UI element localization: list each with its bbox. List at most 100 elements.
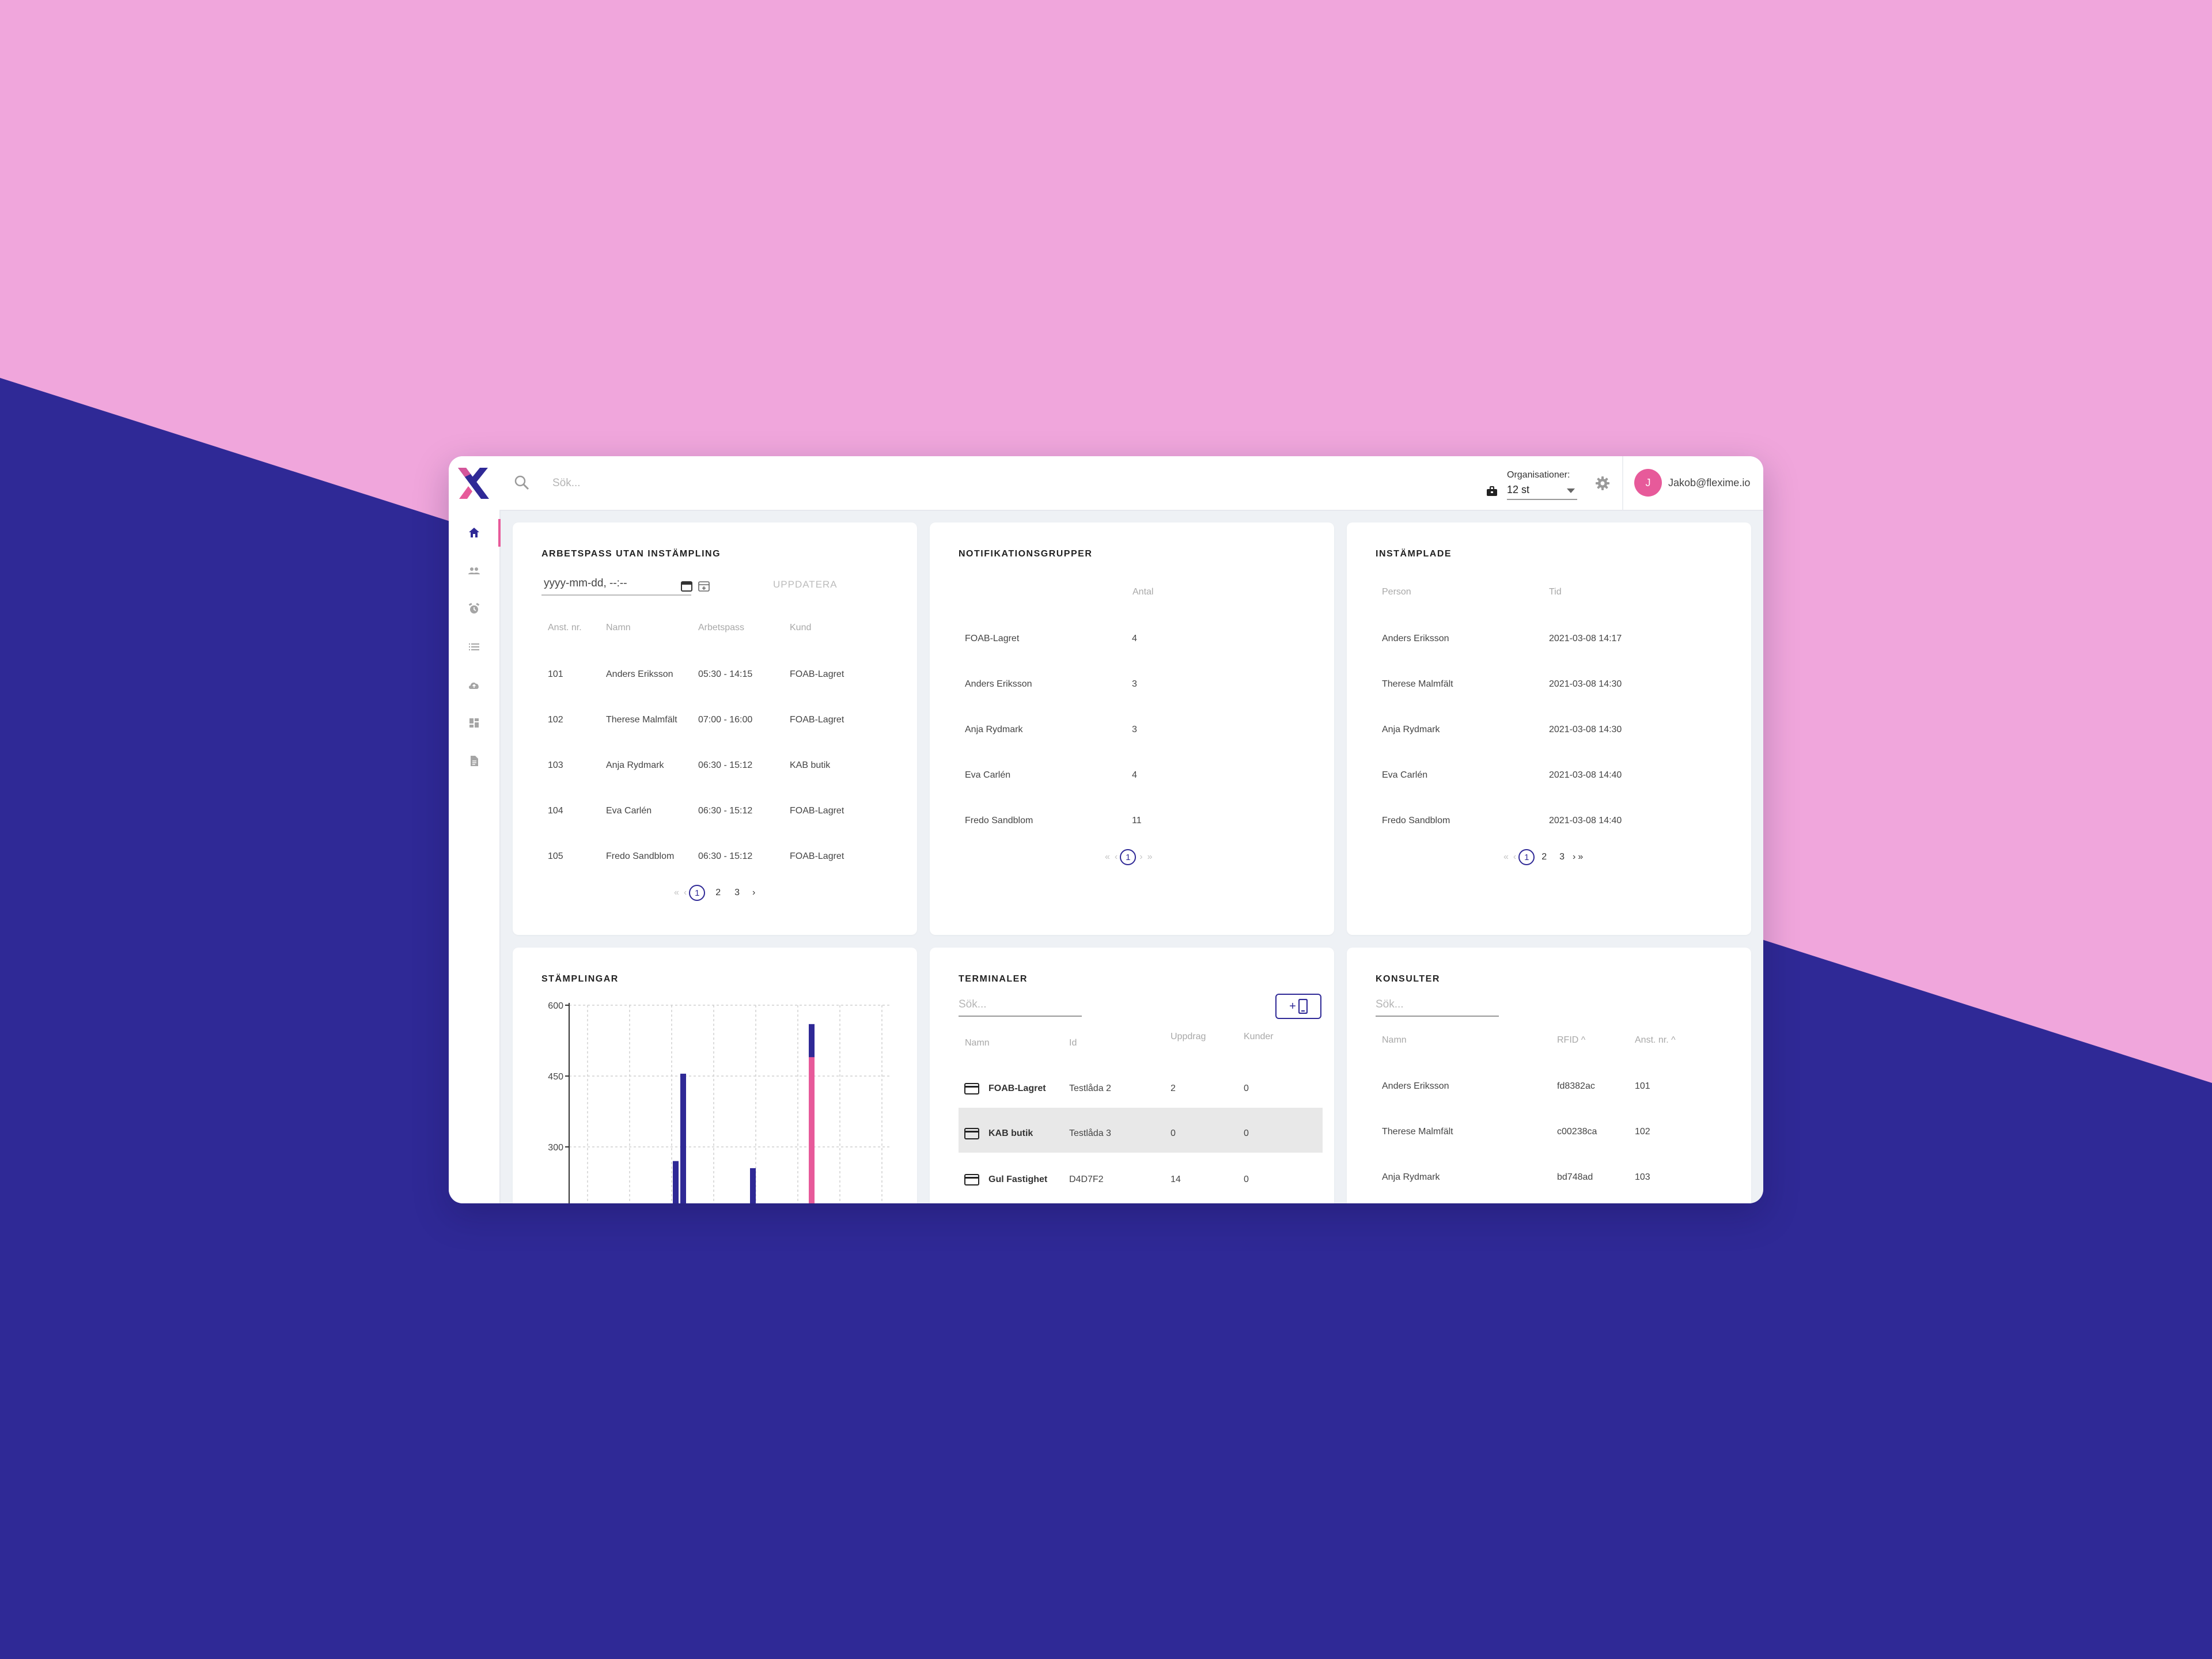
page-button[interactable]: 3 — [734, 888, 740, 897]
chart-ticks: 600 450 300 — [548, 1001, 569, 1153]
cell: D4D7F2 — [1069, 1175, 1104, 1184]
sidebar-item-list[interactable] — [449, 631, 499, 663]
organisation-label: Organisationer: — [1507, 470, 1570, 480]
column-header-sortable[interactable]: RFID ^ — [1557, 1035, 1586, 1045]
terminals-search-placeholder: Sök... — [959, 998, 987, 1010]
cell: 3 — [1132, 725, 1137, 734]
consultants-search-input[interactable]: Sök... — [1376, 997, 1499, 1017]
organisation-select[interactable]: 12 st — [1507, 483, 1577, 500]
current-page[interactable]: 1 — [1518, 849, 1535, 865]
prev-page-button[interactable]: ‹ — [1513, 852, 1517, 862]
cell: 06:30 - 15:12 — [698, 760, 753, 770]
calendar-add-icon[interactable] — [698, 579, 710, 592]
cell: 2021-03-08 14:40 — [1549, 816, 1622, 825]
date-input[interactable]: yyyy-mm-dd, --:-- — [541, 575, 691, 596]
page-button[interactable]: 2 — [715, 888, 721, 897]
checked-in-card: INSTÄMPLADE Person Tid Anders Eriksson 2… — [1347, 522, 1751, 935]
last-page-button[interactable]: » — [1578, 852, 1584, 862]
next-page-button[interactable]: › — [752, 888, 756, 897]
briefcase-icon — [1487, 486, 1497, 496]
cell: Therese Malmfält — [1382, 679, 1453, 689]
first-page-button[interactable]: « — [1503, 852, 1509, 862]
current-page[interactable]: 1 — [689, 885, 706, 901]
last-page-button[interactable]: » — [1147, 852, 1153, 862]
current-page[interactable]: 1 — [1120, 849, 1137, 865]
terminals-search-input[interactable]: Sök... — [959, 997, 1082, 1017]
cell: 07:00 - 16:00 — [698, 715, 753, 725]
column-header[interactable]: Uppdrag — [1171, 1032, 1206, 1041]
cell: fd8382ac — [1557, 1081, 1595, 1091]
chart-bars — [673, 1024, 815, 1203]
terminals-card: TERMINALER Sök... + Namn Id Uppdrag Kund… — [930, 948, 1334, 1203]
phone-icon — [1298, 999, 1308, 1014]
gear-icon[interactable] — [1595, 476, 1610, 491]
topbar-divider — [1622, 456, 1623, 510]
cell: 101 — [548, 669, 563, 679]
column-header[interactable]: Tid — [1549, 587, 1562, 597]
notifications-title: NOTIFIKATIONSGRUPPER — [959, 549, 1093, 559]
pagination: « ‹ 1 2 3 › » — [1503, 849, 1583, 865]
stamps-card: STÄMPLINGAR 600 450 300 — [513, 948, 917, 1203]
column-header[interactable]: Kund — [790, 623, 812, 632]
first-page-button[interactable]: « — [1105, 852, 1110, 862]
cell: 104 — [548, 806, 563, 816]
cell: Eva Carlén — [965, 770, 1011, 780]
chart-bar — [680, 1073, 686, 1203]
cell: Anja Rydmark — [606, 760, 664, 770]
sidebar-item-home[interactable] — [449, 517, 501, 549]
home-icon — [469, 528, 479, 537]
column-header[interactable]: Namn — [606, 623, 631, 632]
column-header[interactable]: Person — [1382, 587, 1411, 597]
update-button[interactable]: UPPDATERA — [773, 579, 838, 590]
column-header[interactable]: Namn — [965, 1038, 990, 1048]
checked-in-title: INSTÄMPLADE — [1376, 549, 1452, 559]
organisation-selector[interactable]: Organisationer: 12 st — [1486, 469, 1577, 501]
first-page-button[interactable]: « — [674, 888, 679, 897]
add-terminal-label: + — [1289, 999, 1296, 1013]
user-email[interactable]: Jakob@flexime.io — [1668, 477, 1751, 488]
page-button[interactable]: 3 — [1559, 852, 1565, 862]
column-header[interactable]: Namn — [1382, 1035, 1407, 1045]
page-button[interactable]: 2 — [1541, 852, 1547, 862]
calendar-icon[interactable] — [680, 579, 693, 592]
sidebar-item-documents[interactable] — [449, 745, 499, 777]
column-header[interactable]: Kunder — [1244, 1032, 1274, 1041]
column-header[interactable]: Antal — [1132, 587, 1154, 597]
cloud-upload-icon — [469, 682, 479, 689]
flexime-logo[interactable] — [457, 467, 490, 500]
prev-page-button[interactable]: ‹ — [1114, 852, 1118, 862]
avatar[interactable]: J — [1634, 469, 1662, 497]
sidebar-item-upload[interactable] — [449, 669, 499, 701]
sidebar-item-people[interactable] — [449, 555, 499, 587]
add-terminal-button[interactable]: + — [1275, 994, 1321, 1019]
cell: Anja Rydmark — [1382, 1172, 1440, 1182]
chart-tick-label: 450 — [548, 1072, 563, 1082]
cell: FOAB-Lagret — [790, 806, 844, 816]
cell: Anders Eriksson — [1382, 1081, 1449, 1091]
column-header[interactable]: Id — [1069, 1038, 1077, 1048]
organisation-value: 12 st — [1507, 484, 1530, 495]
column-header[interactable]: Arbetspass — [698, 623, 745, 632]
cell: KAB butik — [790, 760, 831, 770]
card-icon — [964, 1128, 979, 1139]
search-input[interactable] — [551, 470, 1072, 497]
column-header[interactable]: Anst. nr. — [548, 623, 582, 632]
cell: 2 — [1171, 1084, 1176, 1093]
prev-page-button[interactable]: ‹ — [683, 888, 687, 897]
app-window: Organisationer: 12 st J Jakob@fle — [449, 456, 1763, 1203]
document-icon — [471, 756, 478, 766]
table-row-highlighted[interactable]: KAB butik Testlåda 3 0 0 — [959, 1108, 1323, 1153]
next-page-button[interactable]: › — [1139, 852, 1143, 862]
cell: 2021-03-08 14:40 — [1549, 770, 1622, 780]
sidebar-item-alarm[interactable] — [449, 593, 499, 625]
sidebar-item-dashboard[interactable] — [449, 707, 499, 739]
column-header-sortable[interactable]: Anst. nr. ^ — [1635, 1035, 1676, 1045]
consultants-search-placeholder: Sök... — [1376, 998, 1404, 1010]
top-bar: Organisationer: 12 st J Jakob@fle — [449, 456, 1763, 511]
next-page-button[interactable]: › — [1573, 852, 1576, 862]
cell: FOAB-Lagret — [790, 715, 844, 725]
cell: 4 — [1132, 634, 1137, 643]
cell: 3 — [1132, 679, 1137, 689]
cell: 2021-03-08 14:30 — [1549, 725, 1622, 734]
cell: c00238ca — [1557, 1127, 1597, 1137]
